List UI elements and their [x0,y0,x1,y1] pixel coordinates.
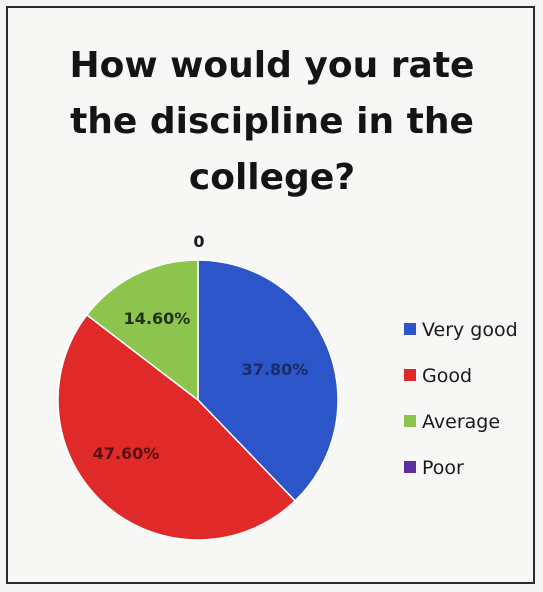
data-label-very-good: 37.80% [242,360,309,379]
pie-slice-good [57,313,297,541]
data-labels: 37.80% 47.60% 14.60% 0 [93,232,309,463]
chart-title-line-3: college? [189,157,355,198]
chart-title-line-2: the discipline in the [70,101,474,142]
legend-label-poor: Poor [422,457,464,479]
legend-swatch-poor [404,461,416,473]
data-label-average: 14.60% [124,309,191,328]
chart-title-line-1: How would you rate [70,45,475,86]
data-label-good: 47.60% [93,444,160,463]
legend-label-average: Average [422,411,500,433]
legend-swatch-good [404,369,416,381]
legend-swatch-very-good [404,323,416,335]
legend-swatch-average [404,415,416,427]
pie-slices [57,259,339,541]
data-label-poor: 0 [193,232,204,251]
legend: Very good Good Average Poor [404,319,518,479]
pie-slice-very-good [197,259,339,502]
legend-label-good: Good [422,365,472,387]
legend-label-very-good: Very good [422,319,518,341]
pie-slice-average [85,259,199,402]
chart-title: How would you rate the discipline in the… [70,45,475,198]
